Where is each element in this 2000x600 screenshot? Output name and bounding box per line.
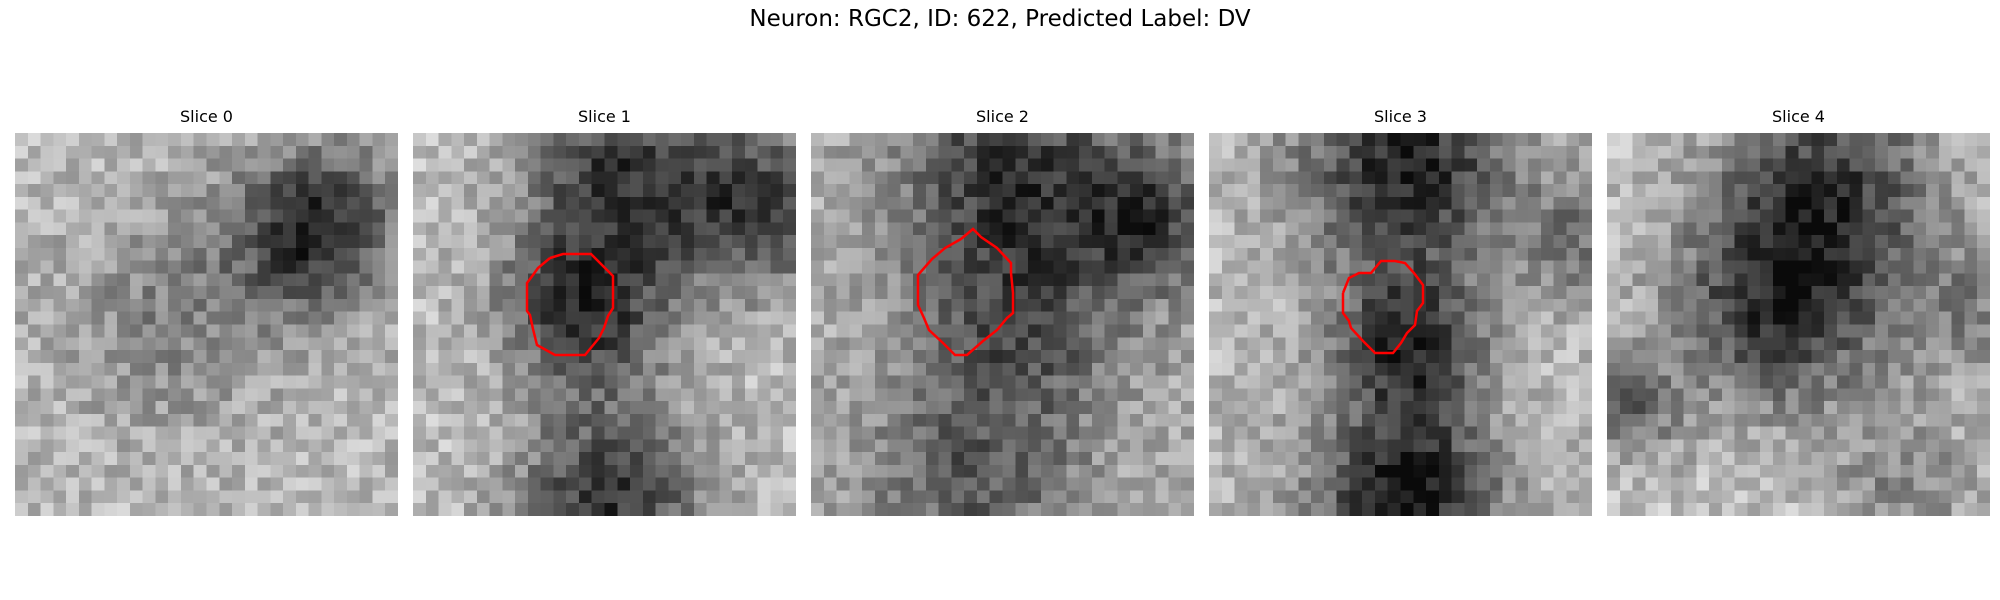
slice-panel-3: Slice 3 <box>1209 105 1592 516</box>
slice-image <box>15 133 398 516</box>
grayscale-microscopy-image <box>1209 133 1592 516</box>
grayscale-microscopy-image <box>15 133 398 516</box>
roi-contour <box>525 252 615 357</box>
slice-panel-4: Slice 4 <box>1607 105 1990 516</box>
slice-image <box>1209 133 1592 516</box>
slice-title: Slice 4 <box>1772 107 1825 126</box>
slice-title: Slice 1 <box>578 107 631 126</box>
slice-panel-0: Slice 0 <box>15 105 398 516</box>
slice-title: Slice 0 <box>180 107 233 126</box>
slice-panel-2: Slice 2 <box>811 105 1194 516</box>
slice-image <box>413 133 796 516</box>
slice-title: Slice 2 <box>976 107 1029 126</box>
roi-contour <box>916 227 1015 357</box>
slice-panel-1: Slice 1 <box>413 105 796 516</box>
slice-title: Slice 3 <box>1374 107 1427 126</box>
figure-title: Neuron: RGC2, ID: 622, Predicted Label: … <box>749 6 1251 32</box>
roi-contour <box>1341 259 1425 355</box>
slice-image <box>1607 133 1990 516</box>
grayscale-microscopy-image <box>1607 133 1990 516</box>
slice-image <box>811 133 1194 516</box>
